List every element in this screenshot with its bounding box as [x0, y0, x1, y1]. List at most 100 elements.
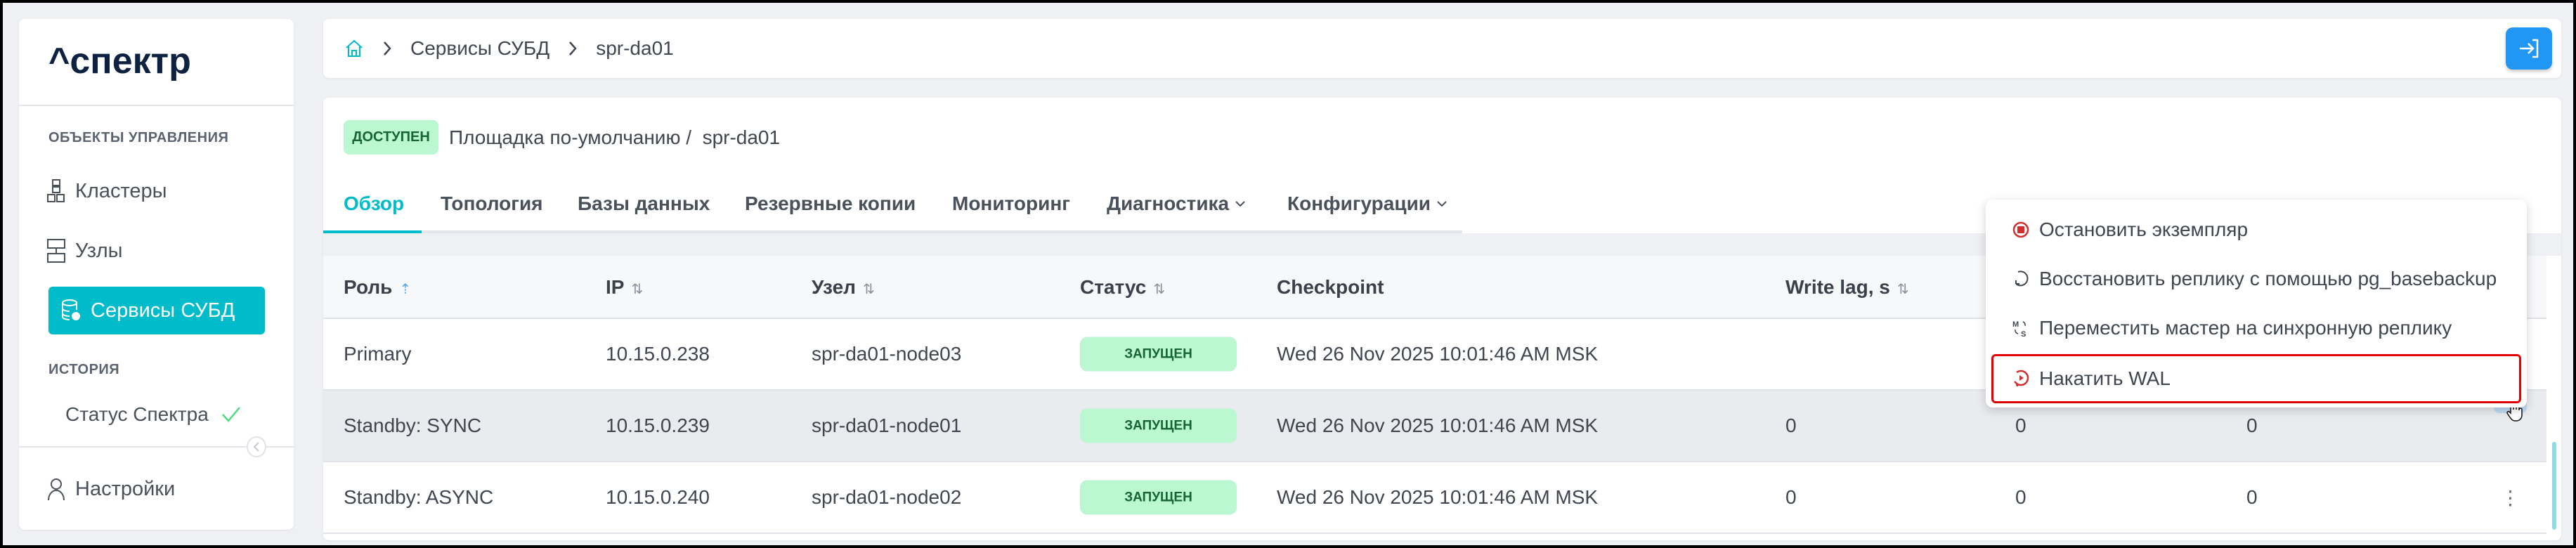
column-header-role[interactable]: Роль ⇡: [344, 276, 411, 299]
tab-backups[interactable]: Резервные копии: [745, 193, 916, 214]
page-title: Площадка по-умолчанию / spr-da01: [449, 126, 781, 148]
tab-diagnostics[interactable]: Диагностика: [1107, 193, 1246, 215]
tab-databases[interactable]: Базы данных: [578, 193, 710, 214]
cell-role: Primary: [344, 343, 412, 365]
menu-item-label: Переместить мастер на синхронную реплику: [2039, 317, 2452, 339]
breadcrumb-bar: Сервисы СУБД spr-da01: [323, 19, 2561, 78]
svg-text:M: M: [2012, 320, 2019, 329]
chevron-right-icon: [569, 41, 577, 56]
divider: [19, 446, 294, 448]
cell-write-lag: 0: [1785, 415, 1797, 436]
check-icon: [221, 407, 240, 422]
column-label: IP: [606, 276, 625, 298]
db-services-icon: [62, 299, 80, 320]
sort-icon: ⇅: [862, 282, 875, 297]
cell-lag-3: 0: [2246, 486, 2258, 508]
menu-item-label: Остановить экземпляр: [2039, 218, 2249, 240]
section-history-heading: ИСТОРИЯ: [48, 362, 120, 377]
section-objects-heading: ОБЪЕКТЫ УПРАВЛЕНИЯ: [48, 130, 229, 145]
logo[interactable]: ^спектр: [48, 40, 191, 82]
status-badge: ЗАПУЩЕН: [1080, 480, 1237, 515]
cell-ip: 10.15.0.239: [606, 415, 710, 436]
sidebar-item-label: Кластеры: [75, 179, 167, 202]
column-label: Статус: [1080, 276, 1147, 298]
sidebar-item-clusters[interactable]: Кластеры: [47, 179, 167, 203]
column-label: Write lag, s: [1785, 276, 1890, 298]
breadcrumb-item[interactable]: Сервисы СУБД: [410, 37, 550, 59]
column-label: Checkpoint: [1277, 276, 1384, 298]
tab-topology[interactable]: Топология: [441, 193, 543, 214]
replay-wal-icon: [2014, 370, 2029, 387]
menu-item-restore-replica[interactable]: Восстановить реплику с помощью pg_baseba…: [1986, 254, 2527, 304]
spectrum-status-label: Статус Спектра: [65, 403, 209, 425]
chevron-down-icon: [1235, 201, 1245, 207]
column-label: Узел: [812, 276, 856, 298]
tab-label: Диагностика: [1107, 193, 1230, 214]
sidebar-item-db-services[interactable]: Сервисы СУБД: [48, 287, 265, 334]
tab-monitoring[interactable]: Мониторинг: [952, 193, 1070, 214]
cell-ip: 10.15.0.240: [606, 486, 710, 508]
sidebar-item-label: Сервисы СУБД: [91, 299, 235, 322]
breadcrumb-item-current: spr-da01: [596, 37, 674, 59]
switch-master-icon: MS: [2012, 320, 2026, 337]
cell-node: spr-da01-node02: [812, 486, 962, 508]
menu-item-stop-instance[interactable]: Остановить экземпляр: [1986, 205, 2527, 254]
row-context-menu: Остановить экземпляр Восстановить реплик…: [1986, 200, 2527, 407]
collapse-sidebar-button[interactable]: [247, 436, 266, 457]
logo-text: ^спектр: [48, 41, 191, 81]
table-row[interactable]: Standby: ASYNC 10.15.0.240 spr-da01-node…: [323, 462, 2546, 534]
cell-node: spr-da01-node03: [812, 343, 962, 365]
spectrum-status[interactable]: Статус Спектра: [65, 403, 241, 426]
column-header-write-lag[interactable]: Write lag, s ⇅: [1785, 276, 1909, 299]
sort-icon: ⇅: [1153, 282, 1166, 297]
chevron-down-icon: [1437, 201, 1447, 207]
column-header-checkpoint: Checkpoint: [1277, 276, 1384, 299]
column-header-ip[interactable]: IP ⇅: [606, 276, 643, 299]
clusters-icon: [47, 179, 65, 202]
cell-node: spr-da01-node01: [812, 415, 962, 436]
cell-lag-2: 0: [2015, 486, 2027, 508]
column-header-node[interactable]: Узел ⇅: [812, 276, 875, 299]
row-actions-button[interactable]: ⋮: [2500, 487, 2520, 509]
nodes-icon: [47, 239, 65, 263]
sort-icon: ⇅: [631, 282, 644, 297]
status-badge: ДОСТУПЕН: [344, 120, 438, 155]
tab-active-indicator: [323, 230, 422, 233]
menu-item-label: Восстановить реплику с помощью pg_baseba…: [2039, 268, 2497, 289]
login-icon: [2520, 39, 2539, 58]
sidebar-item-label: Узлы: [75, 239, 123, 262]
breadcrumb: Сервисы СУБД spr-da01: [344, 37, 674, 60]
tab-configurations[interactable]: Конфигурации: [1287, 193, 1448, 215]
stop-icon: [2012, 221, 2029, 238]
svg-text:S: S: [2021, 330, 2026, 337]
cell-ip: 10.15.0.238: [606, 343, 710, 365]
cell-role: Standby: SYNC: [344, 415, 482, 436]
chevron-right-icon: [384, 41, 391, 56]
menu-item-replay-wal[interactable]: Накатить WAL: [1991, 354, 2521, 403]
status-badge: ЗАПУЩЕН: [1080, 408, 1237, 443]
column-label: Роль: [344, 276, 393, 298]
cell-lag-3: 0: [2246, 415, 2258, 436]
app-window: ^спектр ОБЪЕКТЫ УПРАВЛЕНИЯ Кластеры Узлы…: [3, 3, 2573, 545]
sidebar: ^спектр ОБЪЕКТЫ УПРАВЛЕНИЯ Кластеры Узлы…: [19, 19, 294, 530]
home-icon[interactable]: [344, 39, 364, 58]
login-button[interactable]: [2506, 27, 2552, 70]
restore-icon: [2015, 270, 2029, 287]
cell-write-lag: 0: [1785, 486, 1797, 508]
status-badge: ЗАПУЩЕН: [1080, 337, 1237, 372]
divider: [19, 105, 294, 106]
cell-checkpoint: Wed 26 Nov 2025 10:01:46 AM MSK: [1277, 343, 1599, 365]
tab-label: Конфигурации: [1287, 193, 1431, 214]
column-header-status[interactable]: Статус ⇅: [1080, 276, 1165, 299]
sidebar-item-nodes[interactable]: Узлы: [47, 239, 123, 263]
sidebar-item-label: Настройки: [75, 477, 176, 500]
sidebar-item-settings[interactable]: Настройки: [47, 477, 175, 501]
cell-lag-2: 0: [2015, 415, 2027, 436]
tabs-underline: [323, 230, 1462, 233]
cell-checkpoint: Wed 26 Nov 2025 10:01:46 AM MSK: [1277, 486, 1599, 508]
sort-icon: ⇅: [1897, 282, 1909, 297]
user-icon: [48, 478, 65, 501]
tab-overview[interactable]: Обзор: [344, 193, 405, 214]
scrollbar[interactable]: [2552, 442, 2556, 530]
